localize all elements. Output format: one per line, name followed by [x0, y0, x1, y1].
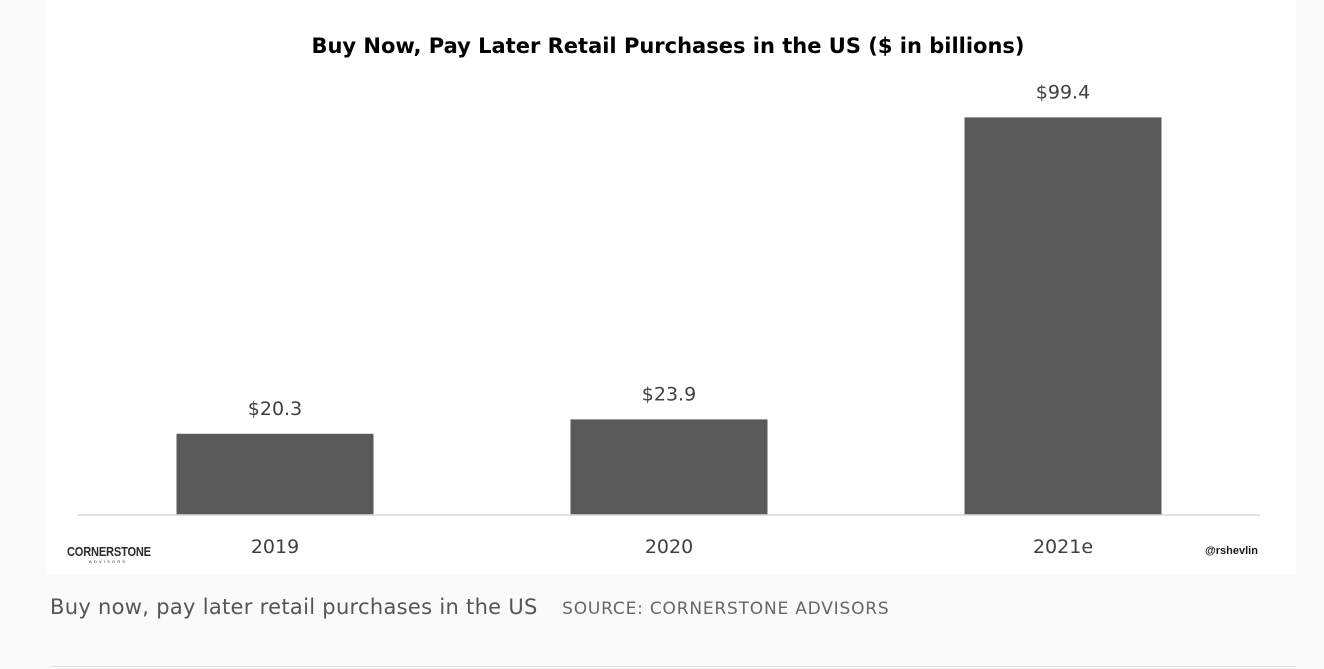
x-tick-label-2019: 2019	[251, 536, 299, 558]
data-label-2020: $23.9	[642, 383, 696, 405]
cornerstone-logo: CORNERSTONE ADVISORS	[67, 544, 167, 565]
x-tick-label-2021e: 2021e	[1033, 536, 1093, 558]
divider	[50, 666, 1296, 667]
logo-main-text: CORNERSTONE	[67, 544, 151, 559]
x-tick-labels: 2019 2020 2021e	[251, 536, 1093, 558]
bar-2021e	[964, 117, 1162, 516]
bar-2019	[176, 433, 374, 515]
bar-2020	[570, 419, 768, 515]
chart-figure: Buy Now, Pay Later Retail Purchases in t…	[46, 0, 1296, 575]
chart-title: Buy Now, Pay Later Retail Purchases in t…	[311, 34, 1024, 58]
data-label-2019: $20.3	[248, 398, 302, 420]
bars-layer: $20.3 $23.9 $99.4	[176, 81, 1162, 516]
x-tick-label-2020: 2020	[645, 536, 693, 558]
figure-caption: Buy now, pay later retail purchases in t…	[50, 595, 889, 619]
caption-text: Buy now, pay later retail purchases in t…	[50, 595, 538, 619]
caption-source: SOURCE: CORNERSTONE ADVISORS	[562, 599, 890, 619]
data-label-2021e: $99.4	[1036, 81, 1090, 103]
logo-sub-text: ADVISORS	[89, 559, 128, 564]
author-handle: @rshevlin	[1205, 545, 1258, 557]
bar-chart: Buy Now, Pay Later Retail Purchases in t…	[78, 34, 1260, 558]
